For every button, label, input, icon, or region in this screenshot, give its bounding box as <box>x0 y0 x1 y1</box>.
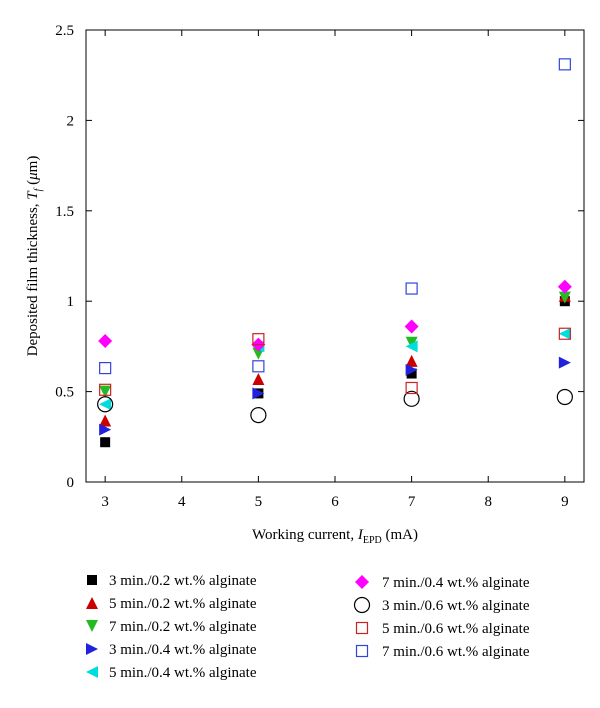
data-point <box>556 388 573 406</box>
data-point <box>99 414 112 427</box>
data-point <box>99 383 112 396</box>
data-point <box>98 333 113 348</box>
legend-label: 3 min./0.6 wt.% alginate <box>382 598 530 614</box>
legend-label: 5 min./0.4 wt.% alginate <box>109 665 257 681</box>
data-point <box>252 333 265 346</box>
legend-label: 7 min./0.6 wt.% alginate <box>382 644 530 660</box>
x-tick-label: 4 <box>178 494 186 510</box>
y-tick-label: 1 <box>67 294 75 310</box>
data-point <box>558 356 571 369</box>
legend-marker <box>86 666 98 678</box>
y-tick-label: 2.5 <box>55 23 74 39</box>
x-axis-title: Working current, IEPD (mA) <box>252 527 418 546</box>
legend-marker <box>87 575 97 585</box>
data-points <box>97 58 573 448</box>
data-point <box>558 327 571 340</box>
legend-marker <box>353 596 371 614</box>
data-point <box>558 291 571 304</box>
data-point <box>252 360 265 373</box>
axis-ticks: 3 4 5 6 7 8 9 0 0.5 1 1.5 2 2.5 <box>55 23 584 510</box>
x-tick-label: 3 <box>101 494 109 510</box>
x-tick-label: 8 <box>484 494 492 510</box>
y-tick-label: 1.5 <box>55 204 74 220</box>
x-tick-label: 5 <box>255 494 263 510</box>
legend-label: 3 min./0.2 wt.% alginate <box>109 573 257 589</box>
data-point <box>557 279 572 294</box>
data-point <box>558 327 571 340</box>
legend-label: 5 min./0.2 wt.% alginate <box>109 596 257 612</box>
legend-marker <box>86 620 98 632</box>
data-point <box>405 282 418 295</box>
data-point <box>406 368 417 379</box>
legend-marker <box>86 643 98 655</box>
data-point <box>558 58 571 71</box>
data-point <box>252 387 265 400</box>
legend-label: 3 min./0.4 wt.% alginate <box>109 642 257 658</box>
data-point <box>99 398 112 411</box>
y-axis-title: Deposited film thickness, Tf (μm) <box>25 156 44 357</box>
data-point <box>404 319 419 334</box>
data-point <box>252 372 265 385</box>
data-point <box>405 354 418 367</box>
legend-label: 5 min./0.6 wt.% alginate <box>382 621 530 637</box>
legend-marker <box>355 644 369 658</box>
data-point <box>403 390 420 407</box>
data-point <box>405 363 418 376</box>
y-tick-label: 0.5 <box>55 385 74 401</box>
data-point <box>99 423 112 436</box>
data-point <box>99 361 112 375</box>
y-tick-label: 2 <box>67 113 75 129</box>
x-tick-label: 7 <box>408 494 416 510</box>
data-point <box>97 396 114 413</box>
legend-marker <box>355 621 369 635</box>
y-tick-label: 0 <box>67 475 75 491</box>
legend-label: 7 min./0.4 wt.% alginate <box>382 575 530 591</box>
legend: 3 min./0.2 wt.% alginate 5 min./0.2 wt.% … <box>86 573 530 681</box>
data-point <box>100 437 111 448</box>
data-point <box>250 407 267 424</box>
legend-marker <box>355 575 369 589</box>
plot-frame <box>85 29 585 483</box>
data-point <box>405 381 418 395</box>
legend-marker <box>86 597 98 609</box>
data-point <box>405 336 418 349</box>
legend-label: 7 min./0.2 wt.% alginate <box>109 619 257 635</box>
data-point <box>99 385 112 398</box>
x-tick-label: 9 <box>561 494 569 510</box>
x-tick-label: 6 <box>331 494 339 510</box>
data-point <box>405 340 418 353</box>
